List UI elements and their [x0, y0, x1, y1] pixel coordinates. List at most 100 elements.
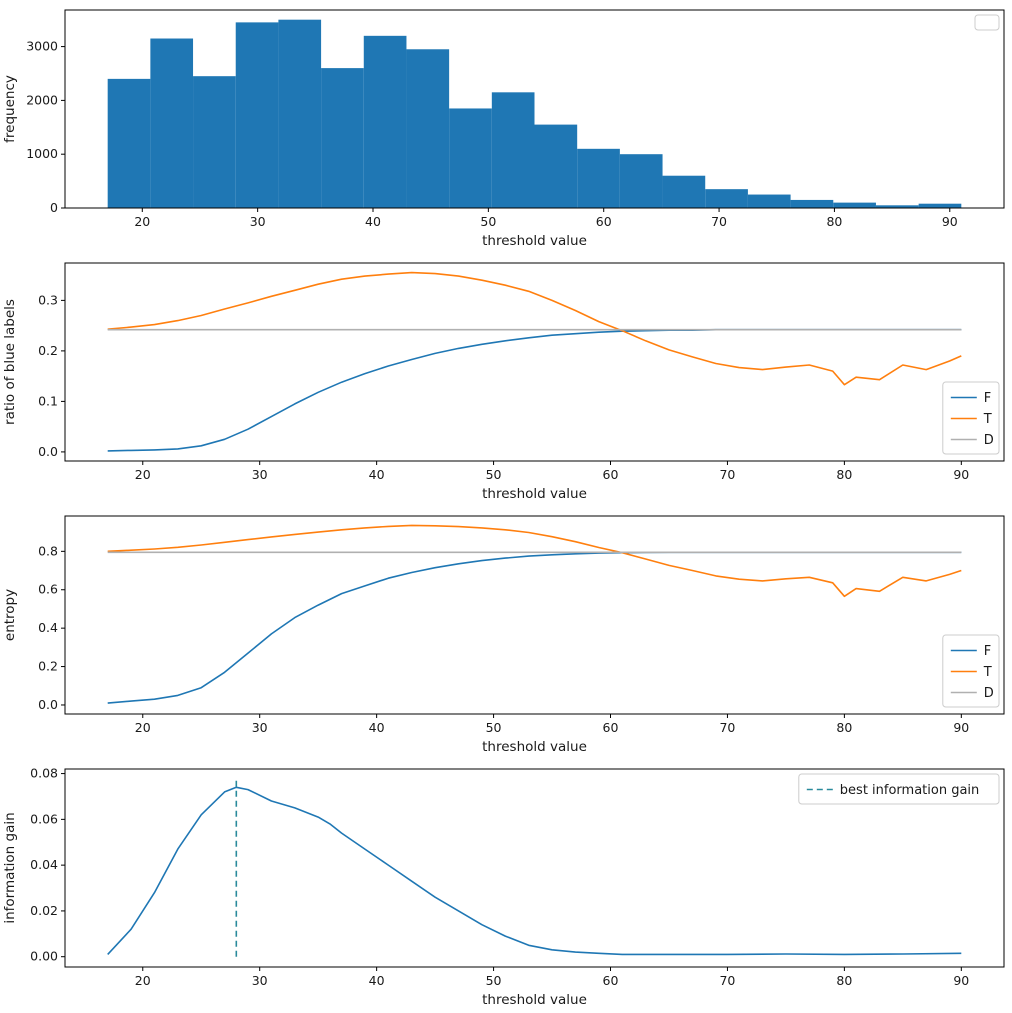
x-tick-label: 80	[836, 467, 852, 482]
histogram-bar	[875, 205, 919, 208]
y-tick-label: 0.1	[38, 393, 58, 408]
legend-label: T	[983, 665, 992, 680]
y-tick-label: 0.4	[38, 620, 58, 635]
histogram-bar	[321, 68, 364, 208]
axes-frame	[64, 262, 1005, 462]
x-tick-label: 90	[953, 467, 969, 482]
y-axis-label: ratio of blue labels	[2, 299, 18, 425]
x-axis-label: threshold value	[482, 486, 587, 502]
x-tick-label: 30	[252, 720, 268, 735]
x-axis-label: threshold value	[482, 992, 587, 1008]
legend-label: F	[984, 644, 991, 659]
x-tick-label: 90	[953, 973, 969, 988]
y-axis-label: frequency	[2, 75, 18, 143]
legend-label: best information gain	[840, 783, 979, 798]
histogram-bar	[577, 148, 620, 208]
x-tick-label: 30	[250, 214, 266, 229]
x-tick-label: 90	[942, 214, 958, 229]
series-line-T	[107, 271, 962, 386]
histogram-bar	[363, 35, 407, 209]
chart-canvas: 20 30 40 50 60 70 80 90 0.0 0.2 0.4 0.6 0.8 threshold…	[2, 515, 1005, 755]
histogram-bar	[705, 189, 748, 208]
x-tick-label: 60	[603, 467, 619, 482]
x-tick-label: 60	[603, 720, 619, 735]
plot-background	[65, 263, 1004, 461]
x-tick-label: 40	[369, 973, 385, 988]
x-tick-label: 40	[365, 214, 381, 229]
x-tick-label: 20	[135, 720, 151, 735]
x-tick-label: 30	[252, 973, 268, 988]
histogram-bar	[747, 194, 791, 208]
plot-background	[65, 516, 1004, 714]
y-tick-label: 0.02	[30, 903, 58, 918]
x-tick-label: 90	[953, 720, 969, 735]
histogram-bar	[619, 154, 663, 208]
histogram-bar	[235, 22, 279, 208]
legend-label: D	[984, 433, 994, 448]
histogram-bar	[790, 199, 834, 208]
x-tick-label: 60	[603, 973, 619, 988]
y-tick-label: 0.2	[38, 343, 58, 358]
y-tick-label: 0.6	[38, 582, 58, 597]
histogram-bar	[107, 78, 151, 208]
x-tick-label: 20	[135, 973, 151, 988]
subplot-frequency-histogram: 20 30 40 50 60 70 80 90 0 1000 2000 3000 threshold v…	[0, 0, 1012, 253]
subplot-ratio-of-blue-labels: 20 30 40 50 60 70 80 90 0.0 0.1 0.2 0.3 threshold va…	[0, 253, 1012, 506]
x-tick-label: 20	[134, 214, 150, 229]
x-axis-label: threshold value	[482, 233, 587, 249]
histogram-bar	[193, 76, 236, 208]
subplot-entropy: 20 30 40 50 60 70 80 90 0.0 0.2 0.4 0.6 0.8 threshold…	[0, 506, 1012, 759]
histogram-bar	[491, 92, 535, 208]
axes-frame	[64, 9, 1005, 209]
y-tick-label: 0.8	[38, 543, 58, 558]
y-tick-label: 0.00	[30, 949, 58, 964]
axes-frame	[64, 515, 1005, 715]
x-tick-label: 50	[486, 467, 502, 482]
legend-label: D	[984, 686, 994, 701]
x-axis-label: threshold value	[482, 739, 587, 755]
histogram-bar	[662, 175, 706, 208]
histogram-bar	[833, 202, 876, 208]
legend-box	[798, 773, 1000, 805]
axes-frame	[64, 768, 1005, 968]
histogram-bar	[449, 108, 492, 208]
y-tick-label: 0	[50, 200, 58, 215]
chart-canvas: 20 30 40 50 60 70 80 90 0 1000 2000 3000 threshold v…	[2, 9, 1005, 249]
chart-canvas: 20 30 40 50 60 70 80 90 0.0 0.1 0.2 0.3 threshold va…	[2, 262, 1005, 502]
x-tick-label: 70	[719, 467, 735, 482]
x-tick-label: 70	[711, 214, 727, 229]
histogram-bar	[534, 124, 578, 208]
series-line-T	[107, 524, 962, 598]
y-tick-label: 0.04	[30, 857, 58, 872]
legend-box	[974, 14, 1000, 31]
y-tick-label: 0.3	[38, 292, 58, 307]
y-tick-label: 0.06	[30, 811, 58, 826]
histogram-bar	[918, 203, 962, 208]
histogram-bar	[150, 38, 194, 209]
x-tick-label: 80	[836, 973, 852, 988]
x-tick-label: 40	[369, 720, 385, 735]
x-tick-label: 20	[135, 467, 151, 482]
y-tick-label: 0.0	[38, 697, 58, 712]
x-tick-label: 70	[719, 973, 735, 988]
x-tick-label: 30	[252, 467, 268, 482]
y-tick-label: 3000	[26, 39, 58, 54]
legend-label: F	[984, 391, 991, 406]
x-tick-label: 50	[486, 720, 502, 735]
subplot-information-gain: 20 30 40 50 60 70 80 90 0.00 0.02 0.04 0.06 0.08 thre…	[0, 759, 1012, 1012]
y-tick-label: 2000	[26, 92, 58, 107]
x-tick-label: 40	[369, 467, 385, 482]
series-line-information-gain	[107, 786, 962, 956]
x-tick-label: 70	[719, 720, 735, 735]
y-tick-label: 1000	[26, 146, 58, 161]
y-axis-label: entropy	[2, 589, 18, 641]
x-tick-label: 80	[836, 720, 852, 735]
x-tick-label: 50	[480, 214, 496, 229]
legend-label: T	[983, 412, 992, 427]
y-tick-label: 0.0	[38, 444, 58, 459]
histogram-bar	[278, 19, 322, 208]
x-tick-label: 60	[596, 214, 612, 229]
y-tick-label: 0.2	[38, 659, 58, 674]
y-axis-label: information gain	[2, 812, 18, 923]
